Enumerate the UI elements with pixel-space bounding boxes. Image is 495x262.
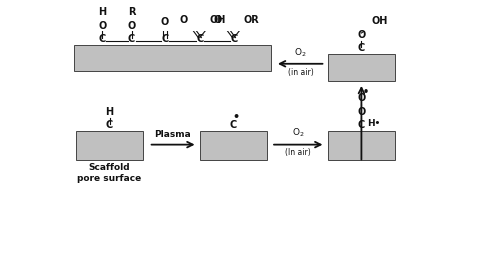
Text: (In air): (In air) (286, 149, 311, 157)
Text: O: O (213, 15, 222, 25)
Bar (328, 54, 395, 81)
Text: O$_2$: O$_2$ (292, 127, 304, 139)
Text: C: C (106, 120, 113, 130)
Text: O: O (179, 15, 188, 25)
Bar (73, 45, 271, 72)
Text: O: O (357, 30, 365, 40)
Text: C: C (99, 34, 106, 44)
Text: OH: OH (371, 16, 388, 26)
Text: OH: OH (210, 15, 226, 25)
Text: O: O (161, 17, 169, 27)
Bar (76, 131, 143, 160)
Text: C: C (128, 34, 135, 44)
Text: OR: OR (244, 15, 260, 25)
Bar (328, 131, 395, 160)
Text: C: C (358, 120, 365, 130)
Text: O$_2$: O$_2$ (295, 47, 307, 59)
Text: H•: H• (368, 119, 381, 128)
Text: C: C (358, 43, 365, 53)
Text: •: • (363, 87, 369, 97)
Text: O: O (128, 21, 136, 31)
Text: O: O (98, 21, 106, 31)
Text: Plasma: Plasma (154, 130, 191, 139)
Text: H: H (105, 107, 113, 117)
Text: R: R (128, 7, 135, 17)
Text: C: C (196, 34, 203, 44)
Text: O: O (357, 107, 365, 117)
Text: C: C (161, 34, 169, 44)
Text: H: H (98, 7, 106, 17)
Text: C: C (230, 34, 238, 44)
Text: O: O (357, 93, 365, 103)
Text: •: • (232, 112, 240, 122)
Bar (200, 131, 267, 160)
Text: Scaffold
pore surface: Scaffold pore surface (77, 163, 142, 183)
Text: C: C (230, 120, 237, 130)
Text: (in air): (in air) (288, 68, 313, 77)
